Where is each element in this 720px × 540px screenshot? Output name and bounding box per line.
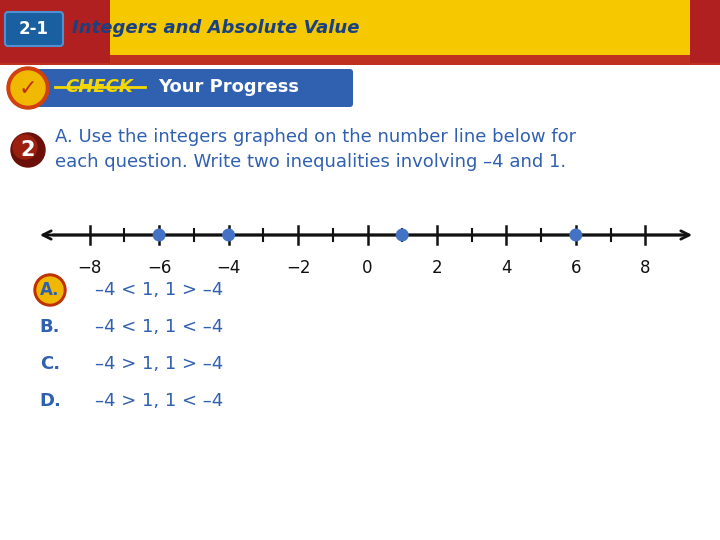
Text: –4 > 1, 1 > –4: –4 > 1, 1 > –4 xyxy=(95,355,223,373)
Ellipse shape xyxy=(222,228,235,241)
Text: A. Use the integers graphed on the number line below for: A. Use the integers graphed on the numbe… xyxy=(55,128,576,146)
Text: −8: −8 xyxy=(78,259,102,277)
Text: CHECK: CHECK xyxy=(65,78,133,96)
Text: –4 < 1, 1 > –4: –4 < 1, 1 > –4 xyxy=(95,281,223,299)
Text: −2: −2 xyxy=(286,259,310,277)
Text: 2-1: 2-1 xyxy=(19,20,49,38)
Text: C.: C. xyxy=(40,355,60,373)
FancyBboxPatch shape xyxy=(690,0,720,63)
Text: 2: 2 xyxy=(21,140,35,160)
Text: each question. Write two inequalities involving –4 and 1.: each question. Write two inequalities in… xyxy=(55,153,566,171)
Circle shape xyxy=(34,274,66,306)
Circle shape xyxy=(13,135,37,159)
Text: 6: 6 xyxy=(570,259,581,277)
Text: D.: D. xyxy=(39,392,61,410)
Circle shape xyxy=(11,71,45,105)
FancyBboxPatch shape xyxy=(0,0,720,55)
FancyBboxPatch shape xyxy=(5,12,63,46)
Text: 0: 0 xyxy=(362,259,373,277)
Text: –4 > 1, 1 < –4: –4 > 1, 1 < –4 xyxy=(95,392,223,410)
FancyBboxPatch shape xyxy=(0,55,720,65)
Text: Your Progress: Your Progress xyxy=(158,78,299,96)
Ellipse shape xyxy=(570,228,582,241)
Text: ✓: ✓ xyxy=(19,79,37,99)
Text: 2: 2 xyxy=(431,259,442,277)
FancyBboxPatch shape xyxy=(17,69,353,107)
Ellipse shape xyxy=(153,228,166,241)
Ellipse shape xyxy=(396,228,409,241)
Text: −6: −6 xyxy=(147,259,171,277)
Text: –4 < 1, 1 < –4: –4 < 1, 1 < –4 xyxy=(95,318,223,336)
Circle shape xyxy=(11,133,45,167)
Text: A.: A. xyxy=(40,281,60,299)
FancyBboxPatch shape xyxy=(0,0,110,63)
Text: Integers and Absolute Value: Integers and Absolute Value xyxy=(72,19,359,37)
Circle shape xyxy=(37,277,63,303)
Text: 4: 4 xyxy=(501,259,512,277)
Circle shape xyxy=(7,67,49,109)
Text: −4: −4 xyxy=(217,259,240,277)
Text: B.: B. xyxy=(40,318,60,336)
Text: 8: 8 xyxy=(640,259,651,277)
